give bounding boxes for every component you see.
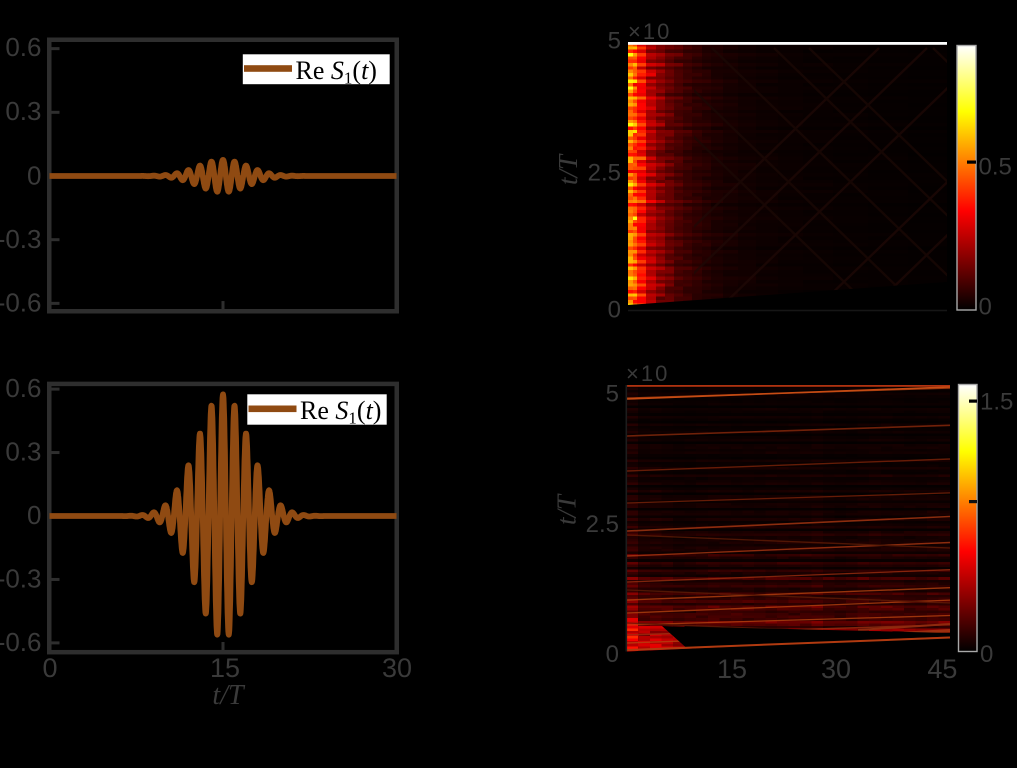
svg-text:×10: ×10 [626,361,669,386]
svg-text:45: 45 [927,654,957,684]
svg-text:30: 30 [382,653,412,683]
svg-text:30: 30 [821,654,851,684]
svg-text:15: 15 [210,653,240,683]
svg-text:0: 0 [606,641,619,668]
svg-text:1.5: 1.5 [980,389,1013,416]
svg-text:t/T: t/T [552,493,582,525]
svg-text:2.5: 2.5 [586,511,619,538]
svg-text:0: 0 [42,653,57,683]
svg-text:-0.6: -0.6 [0,627,42,657]
svg-text:2.5: 2.5 [588,160,621,187]
svg-text:0.3: 0.3 [5,437,41,467]
svg-text:-0.3: -0.3 [0,224,42,254]
svg-text:0.5: 0.5 [979,154,1012,181]
svg-text:-0.6: -0.6 [0,287,42,317]
svg-text:t/T: t/T [553,153,583,185]
svg-text:0: 0 [27,500,41,530]
svg-text:-0.3: -0.3 [0,564,42,594]
svg-text:0: 0 [27,160,41,190]
svg-text:Re S1(t): Re S1(t) [296,56,377,88]
svg-text:Re S1(t): Re S1(t) [300,396,381,428]
svg-text:5: 5 [606,381,619,408]
svg-text:5: 5 [608,28,621,55]
svg-text:×10: ×10 [628,19,671,44]
svg-text:0: 0 [980,641,993,668]
svg-text:t/T: t/T [212,680,246,711]
svg-text:0.6: 0.6 [5,32,41,62]
svg-text:0: 0 [608,297,621,324]
svg-text:15: 15 [717,654,747,684]
svg-text:0.6: 0.6 [5,373,41,403]
svg-text:0: 0 [979,294,992,321]
svg-text:0.3: 0.3 [5,96,41,126]
